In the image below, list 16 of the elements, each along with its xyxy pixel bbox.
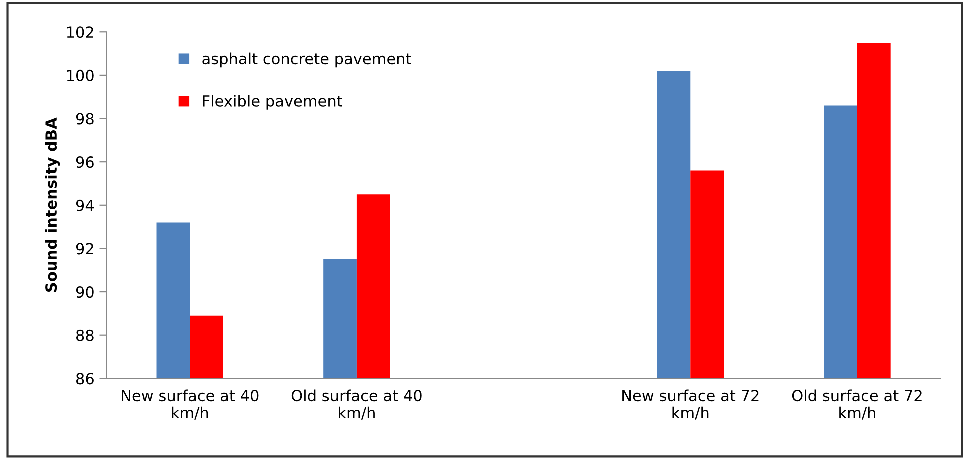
x-tick-label: New surface at 72 km/h — [622, 390, 759, 420]
y-tick-label: 98 — [76, 113, 94, 125]
x-tick-label: New surface at 40 km/h — [122, 390, 259, 420]
x-tick-label: Old surface at 72 km/h — [792, 390, 922, 420]
y-tick-label: 92 — [76, 243, 94, 255]
y-tick-label: 94 — [76, 200, 94, 212]
y-tick-label: 100 — [67, 70, 94, 82]
y-axis-title: Sound intensity dBA — [45, 118, 60, 292]
y-tick-label: 96 — [76, 156, 94, 168]
y-tick-label: 102 — [67, 26, 94, 38]
legend-label: Flexible pavement — [203, 95, 342, 110]
y-tick-label: 86 — [76, 373, 94, 385]
legend-label: asphalt concrete pavement — [202, 52, 412, 68]
x-tick-label: Old surface at 40 km/h — [292, 390, 422, 420]
y-tick-label: 88 — [76, 330, 94, 342]
y-tick-label: 90 — [76, 286, 94, 298]
